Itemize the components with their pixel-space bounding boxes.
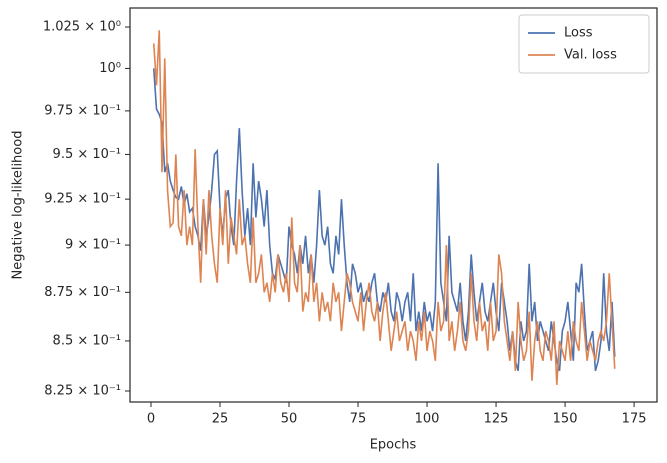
x-tick-label: 175 bbox=[622, 412, 647, 427]
x-tick-label: 150 bbox=[553, 412, 578, 427]
y-tick-label: 8.75 × 10⁻¹ bbox=[44, 285, 121, 300]
series-line bbox=[152, 68, 616, 372]
y-tick-label: 10⁰ bbox=[99, 61, 121, 76]
y-tick-label: 8.25 × 10⁻¹ bbox=[44, 383, 121, 398]
y-axis-label: Negative log-likelihood bbox=[11, 131, 26, 280]
y-tick-label: 1.025 × 10⁰ bbox=[43, 20, 121, 35]
series-line bbox=[152, 30, 616, 385]
x-tick-label: 25 bbox=[212, 412, 229, 427]
x-tick-label: 0 bbox=[147, 412, 155, 427]
y-tick-label: 9.75 × 10⁻¹ bbox=[44, 103, 121, 118]
y-tick-label: 8.5 × 10⁻¹ bbox=[53, 333, 121, 348]
plot-frame bbox=[129, 7, 658, 403]
y-tick-label: 9 × 10⁻¹ bbox=[65, 238, 121, 253]
x-axis-label: Epochs bbox=[370, 438, 417, 453]
y-tick-label: 9.5 × 10⁻¹ bbox=[53, 147, 121, 162]
x-tick-label: 100 bbox=[415, 412, 440, 427]
x-tick-label: 125 bbox=[484, 412, 509, 427]
legend-label: Val. loss bbox=[564, 48, 617, 63]
legend-box bbox=[518, 14, 650, 74]
y-tick-label: 9.25 × 10⁻¹ bbox=[44, 192, 121, 207]
legend-label: Loss bbox=[564, 26, 593, 41]
legend: Loss Val. loss bbox=[518, 14, 650, 74]
x-tick-label: 75 bbox=[350, 412, 367, 427]
x-tick-label: 50 bbox=[281, 412, 298, 427]
